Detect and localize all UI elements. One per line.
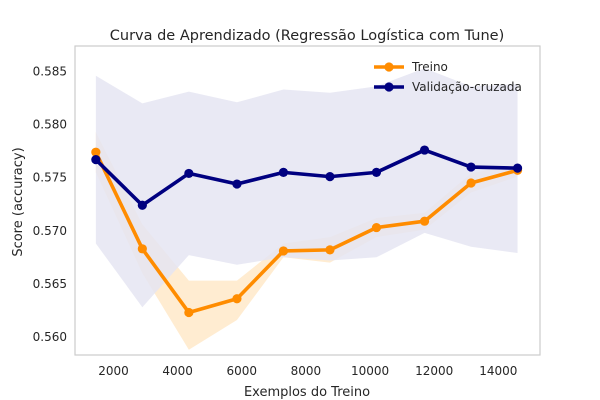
validacao-cruzada-point [466, 162, 476, 172]
y-axis-ticks: 0.560 0.565 0.570 0.575 0.580 0.585 [33, 64, 67, 343]
y-tick-label: 0.560 [33, 330, 67, 344]
treino-point [419, 216, 430, 226]
x-tick-label: 4000 [162, 364, 193, 378]
x-tick-label: 12000 [415, 364, 453, 378]
treino-point [466, 178, 476, 188]
validacao-cruzada-point [371, 167, 382, 177]
validacao-cruzada-point [137, 200, 147, 210]
treino-point [371, 222, 382, 233]
treino-point [232, 294, 242, 304]
series-lines [91, 145, 523, 318]
treino-line [94, 151, 519, 315]
y-tick-label: 0.575 [33, 171, 67, 185]
validacao-cruzada-point [91, 155, 101, 165]
treino-point [184, 307, 194, 318]
confidence-bands [95, 68, 518, 350]
y-tick-label: 0.570 [33, 224, 67, 238]
treino-point [278, 246, 289, 256]
legend-marker-treino [384, 62, 394, 72]
y-axis-label: Score (accuracy) [11, 147, 26, 256]
x-tick-label: 2000 [98, 364, 129, 378]
treino-point [91, 147, 101, 157]
plot-frame [74, 45, 541, 356]
treino-point [325, 245, 335, 255]
treino-point [137, 244, 147, 254]
x-tick-label: 6000 [226, 364, 257, 378]
y-tick-label: 0.585 [33, 64, 67, 78]
x-tick-label: 8000 [291, 364, 322, 378]
validacao-cruzada-point [419, 145, 430, 155]
validacao-cruzada-line [94, 148, 518, 208]
legend-marker-validacao-cruzada [384, 82, 394, 92]
validacao-cruzada-point [512, 163, 523, 173]
legend-label-validacao-cruzada: Validação-cruzada [412, 80, 522, 94]
validacao-cruzada-confidence-band [95, 68, 518, 308]
validacao-cruzada-point [278, 167, 289, 177]
y-tick-label: 0.565 [33, 277, 67, 291]
x-tick-label: 14000 [479, 364, 517, 378]
legend-label-treino: Treino [411, 60, 448, 74]
validacao-cruzada-point [184, 168, 194, 179]
validacao-cruzada-point [232, 179, 242, 189]
legend: Treino Validação-cruzada [374, 60, 522, 94]
x-axis-label: Exemplos do Treino [244, 385, 370, 400]
chart-title: Curva de Aprendizado (Regressão Logístic… [110, 28, 504, 44]
y-tick-label: 0.580 [33, 118, 67, 132]
validacao-cruzada-point [325, 172, 335, 182]
x-tick-label: 10000 [351, 364, 389, 378]
x-axis-ticks: 2000 4000 6000 8000 10000 12000 14000 [98, 364, 517, 378]
